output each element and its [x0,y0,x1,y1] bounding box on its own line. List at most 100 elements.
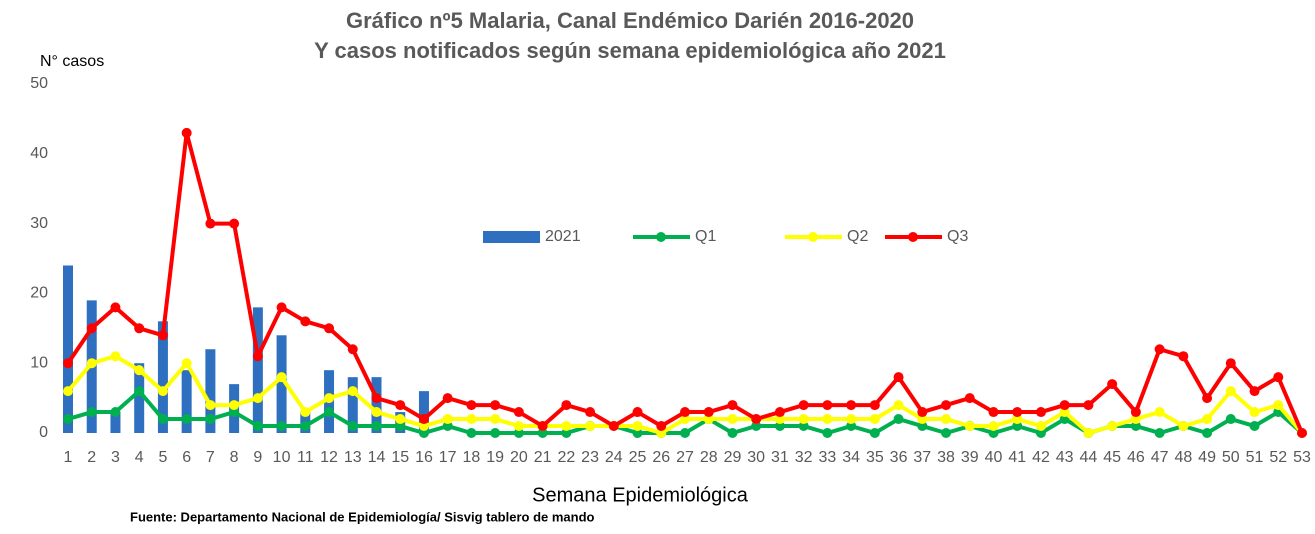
marker [1083,400,1094,411]
marker [1273,400,1284,411]
marker [1035,407,1046,418]
marker [561,428,572,438]
marker [1012,421,1023,432]
marker [1012,414,1023,425]
marker [1202,414,1213,425]
marker [1154,344,1165,355]
marker [1130,421,1141,432]
y-tick-label: 40 [30,145,48,162]
x-tick-label: 50 [1222,449,1240,466]
marker [941,428,952,438]
marker [798,400,809,411]
marker [1202,393,1213,404]
marker [1130,414,1141,425]
marker [371,421,382,432]
marker [513,407,524,418]
marker [680,428,690,438]
marker [727,414,738,425]
marker [418,421,429,432]
marker [63,386,73,397]
marker [869,400,880,411]
marker [86,358,97,369]
marker [561,421,572,432]
marker [347,344,358,355]
marker [134,323,145,334]
x-tick-label: 48 [1174,449,1192,466]
x-tick-label: 27 [676,449,694,466]
marker [1154,428,1165,438]
marker [798,414,809,425]
chart-subtitle: Y casos notificados según semana epidemi… [314,38,946,63]
bar [181,370,192,433]
marker [537,428,548,438]
marker [134,386,145,397]
marker [252,393,263,404]
x-tick-label: 4 [135,449,144,466]
legend-label: 2021 [545,228,581,245]
marker [608,421,619,432]
bar [157,321,168,433]
x-tick-label: 16 [415,449,433,466]
marker [1225,358,1236,369]
marker [300,421,311,432]
x-tick-label: 12 [320,449,338,466]
marker [442,393,453,404]
marker [300,407,311,418]
marker [276,421,287,432]
marker [1225,386,1236,397]
marker [418,414,429,425]
marker [229,218,240,229]
x-tick-label: 1 [64,449,73,466]
marker [893,400,904,411]
bar [252,307,263,433]
x-tick-label: 15 [391,449,409,466]
x-tick-label: 11 [297,449,314,466]
x-tick-label: 26 [652,449,670,466]
bar [347,377,358,433]
marker [988,421,999,432]
marker [988,407,999,418]
x-tick-label: 38 [937,449,955,466]
marker [63,358,73,369]
marker [632,428,643,438]
legend-marker [656,232,666,242]
legend-marker [908,232,918,242]
x-tick-label: 28 [700,449,718,466]
marker [585,407,596,418]
marker [490,400,501,411]
marker [324,407,335,418]
marker [680,407,690,418]
marker [727,400,738,411]
x-tick-label: 24 [605,449,623,466]
y-tick-label: 50 [30,75,48,92]
x-tick-label: 44 [1080,449,1098,466]
marker [1012,407,1023,418]
legend-label: Q3 [947,228,968,245]
x-tick-label: 25 [629,449,647,466]
marker [110,407,121,418]
legend-label: Q1 [695,228,716,245]
marker [703,414,714,425]
bar [371,377,382,433]
x-tick-label: 33 [818,449,836,466]
bar [63,265,73,433]
marker [751,414,762,425]
marker [846,400,857,411]
x-tick-label: 45 [1103,449,1121,466]
bar [205,349,216,433]
x-tick-label: 43 [1056,449,1074,466]
marker [1130,407,1141,418]
marker [86,407,97,418]
x-tick-label: 10 [273,449,291,466]
x-tick-label: 22 [557,449,575,466]
bar [276,335,287,433]
marker [181,127,192,138]
x-tick-label: 39 [961,449,979,466]
marker [205,400,216,411]
x-tick-label: 37 [913,449,931,466]
marker [964,393,975,404]
x-tick-label: 17 [439,449,457,466]
marker [395,400,406,411]
x-tick-label: 21 [534,449,552,466]
x-tick-label: 32 [795,449,813,466]
